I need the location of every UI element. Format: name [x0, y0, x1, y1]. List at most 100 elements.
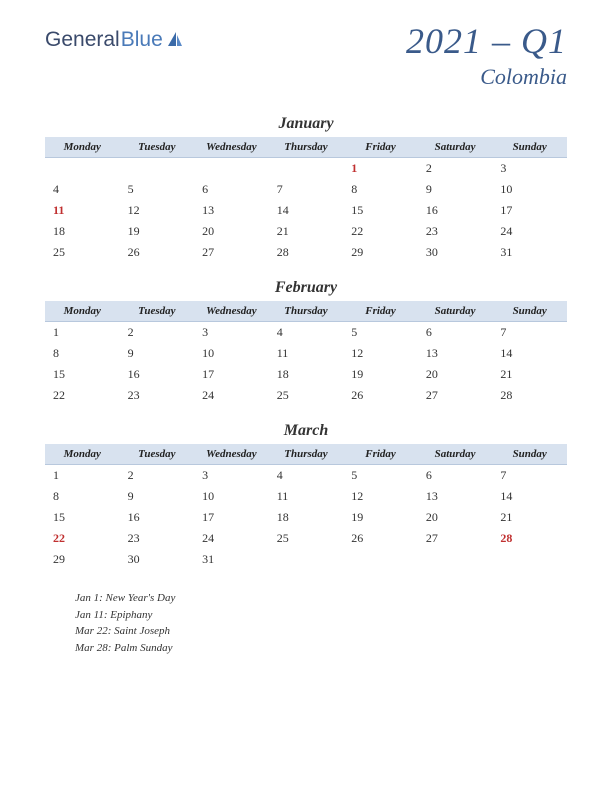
day-header: Sunday: [492, 137, 567, 158]
day-cell: [492, 549, 567, 570]
day-header: Friday: [343, 137, 418, 158]
day-header: Thursday: [269, 137, 344, 158]
day-cell: 13: [194, 200, 269, 221]
day-cell: 15: [45, 507, 120, 528]
day-cell: 23: [418, 221, 493, 242]
month-name: March: [45, 422, 567, 440]
day-cell: 28: [269, 242, 344, 263]
calendars-container: JanuaryMondayTuesdayWednesdayThursdayFri…: [45, 115, 567, 570]
day-cell: 13: [418, 343, 493, 364]
day-cell: [269, 549, 344, 570]
day-cell: 7: [269, 179, 344, 200]
table-row: 293031: [45, 549, 567, 570]
day-header: Thursday: [269, 444, 344, 465]
day-cell: 21: [269, 221, 344, 242]
day-cell: 12: [120, 200, 195, 221]
day-cell: 14: [269, 200, 344, 221]
day-cell: 10: [194, 343, 269, 364]
page-header: General Blue 2021 – Q1 Colombia: [45, 20, 567, 90]
day-header: Saturday: [418, 301, 493, 322]
table-row: 15161718192021: [45, 364, 567, 385]
logo-sail-icon: [166, 30, 184, 54]
month-name: February: [45, 279, 567, 297]
day-cell: 15: [45, 364, 120, 385]
day-cell: 16: [120, 507, 195, 528]
day-cell: 11: [45, 200, 120, 221]
day-cell: 4: [269, 465, 344, 487]
table-row: 891011121314: [45, 343, 567, 364]
day-cell: 28: [492, 385, 567, 406]
day-cell: 19: [343, 364, 418, 385]
day-cell: 21: [492, 507, 567, 528]
day-cell: 9: [120, 343, 195, 364]
day-cell: 1: [343, 158, 418, 180]
day-header: Wednesday: [194, 301, 269, 322]
day-cell: 8: [45, 343, 120, 364]
day-cell: 8: [343, 179, 418, 200]
day-cell: 30: [418, 242, 493, 263]
day-header: Tuesday: [120, 444, 195, 465]
day-cell: 16: [418, 200, 493, 221]
day-cell: 8: [45, 486, 120, 507]
day-cell: 21: [492, 364, 567, 385]
day-cell: 3: [194, 322, 269, 344]
day-cell: 17: [194, 364, 269, 385]
day-cell: 6: [418, 465, 493, 487]
day-cell: 5: [343, 322, 418, 344]
table-row: 18192021222324: [45, 221, 567, 242]
day-cell: 27: [194, 242, 269, 263]
day-cell: 4: [269, 322, 344, 344]
month-block: JanuaryMondayTuesdayWednesdayThursdayFri…: [45, 115, 567, 263]
table-row: 25262728293031: [45, 242, 567, 263]
calendar-table: MondayTuesdayWednesdayThursdayFridaySatu…: [45, 137, 567, 263]
table-row: 1234567: [45, 322, 567, 344]
day-header: Sunday: [492, 444, 567, 465]
day-cell: 1: [45, 465, 120, 487]
holiday-item: Mar 22: Saint Joseph: [75, 623, 567, 640]
day-cell: 15: [343, 200, 418, 221]
month-block: February MondayTuesdayWednesdayThursdayFr…: [45, 279, 567, 406]
day-cell: 17: [492, 200, 567, 221]
day-header: Sunday: [492, 301, 567, 322]
day-cell: 27: [418, 385, 493, 406]
table-row: 15161718192021: [45, 507, 567, 528]
day-header: Friday: [343, 301, 418, 322]
logo-text-1: General: [45, 28, 120, 52]
day-cell: 9: [418, 179, 493, 200]
day-cell: 18: [269, 507, 344, 528]
day-cell: 20: [418, 507, 493, 528]
day-cell: 10: [492, 179, 567, 200]
table-row: 22232425262728: [45, 528, 567, 549]
day-cell: 2: [120, 322, 195, 344]
day-cell: 25: [269, 385, 344, 406]
day-cell: 22: [45, 385, 120, 406]
day-cell: 24: [194, 385, 269, 406]
day-cell: 31: [194, 549, 269, 570]
day-cell: 27: [418, 528, 493, 549]
table-row: 45678910: [45, 179, 567, 200]
day-header: Tuesday: [120, 301, 195, 322]
day-cell: 11: [269, 343, 344, 364]
holiday-item: Jan 11: Epiphany: [75, 607, 567, 624]
table-row: 1234567: [45, 465, 567, 487]
day-cell: 19: [343, 507, 418, 528]
day-cell: 12: [343, 486, 418, 507]
day-header: Friday: [343, 444, 418, 465]
day-header: Monday: [45, 137, 120, 158]
holiday-item: Mar 28: Palm Sunday: [75, 640, 567, 657]
day-cell: 20: [194, 221, 269, 242]
day-cell: 5: [120, 179, 195, 200]
calendar-table: MondayTuesdayWednesdayThursdayFridaySatu…: [45, 301, 567, 406]
day-header: Saturday: [418, 444, 493, 465]
calendar-table: MondayTuesdayWednesdayThursdayFridaySatu…: [45, 444, 567, 570]
day-cell: 31: [492, 242, 567, 263]
month-block: March MondayTuesdayWednesdayThursdayFrida…: [45, 422, 567, 570]
day-cell: 22: [45, 528, 120, 549]
day-header: Saturday: [418, 137, 493, 158]
day-cell: [269, 158, 344, 180]
day-cell: 3: [492, 158, 567, 180]
day-cell: 25: [45, 242, 120, 263]
day-cell: 2: [120, 465, 195, 487]
day-cell: 26: [343, 385, 418, 406]
day-cell: [418, 549, 493, 570]
